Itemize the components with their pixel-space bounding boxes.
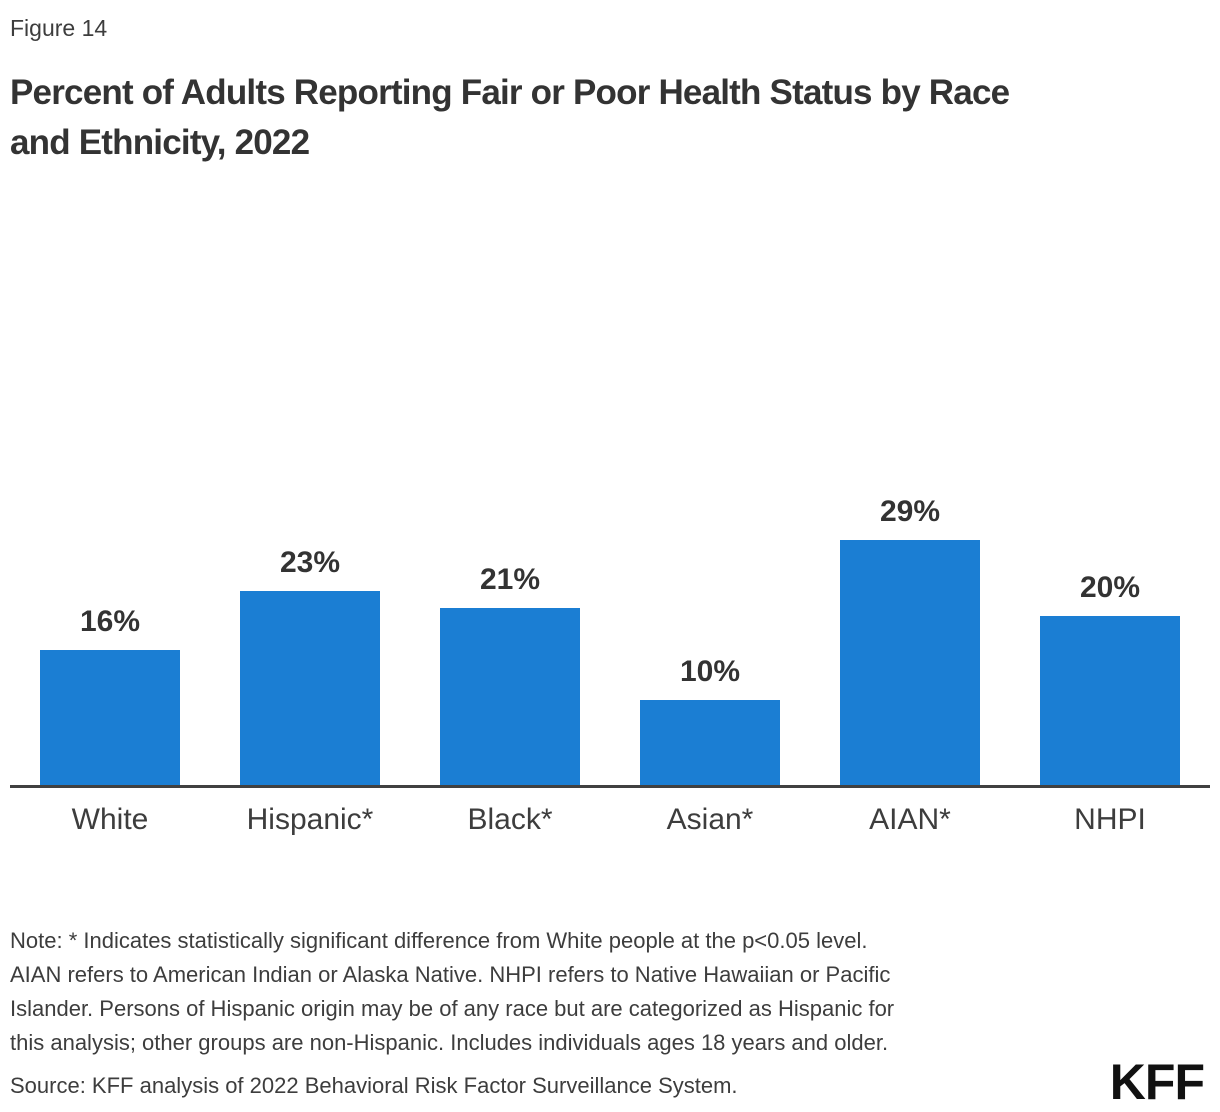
plot-area: 16% 23% 21% 10% 29% 20% — [10, 488, 1210, 788]
bar-value-label: 16% — [79, 605, 141, 638]
bar-value-label: 21% — [479, 563, 541, 596]
bar-chart: 16% 23% 21% 10% 29% 20% White Hispanic* Black* A… — [10, 488, 1210, 838]
bar-group: 21% — [410, 563, 610, 785]
category-label: NHPI — [1074, 803, 1146, 836]
category-label: White — [71, 803, 149, 836]
bar — [640, 700, 780, 785]
bar-group: 29% — [810, 495, 1010, 785]
bar-value-label: 20% — [1079, 571, 1141, 604]
source-text: Source: KFF analysis of 2022 Behavioral … — [10, 1073, 738, 1098]
bar-value-label: 23% — [279, 546, 341, 579]
figure-label: Figure 14 — [10, 15, 108, 41]
bar-group: 16% — [10, 605, 210, 785]
category-label: Black* — [467, 803, 553, 836]
chart-title: Percent of Adults Reporting Fair or Poor… — [10, 73, 1010, 162]
bar — [440, 608, 580, 785]
bar-group: 10% — [610, 655, 810, 785]
bar-group: 23% — [210, 546, 410, 785]
bar — [840, 540, 980, 785]
bar — [1040, 616, 1180, 785]
category-label: Hispanic* — [246, 803, 374, 836]
note-text: Note: * Indicates statistically signific… — [10, 928, 895, 1055]
bar — [240, 591, 380, 785]
category-label: AIAN* — [869, 803, 951, 836]
bar-group: 20% — [1010, 571, 1210, 785]
kff-logo: KFF — [1109, 1054, 1205, 1110]
bar — [40, 650, 180, 785]
x-axis-labels: White Hispanic* Black* Asian* AIAN* NHPI — [10, 788, 1210, 838]
category-label: Asian* — [666, 803, 754, 836]
bar-value-label: 29% — [879, 495, 941, 528]
bar-value-label: 10% — [679, 655, 741, 688]
